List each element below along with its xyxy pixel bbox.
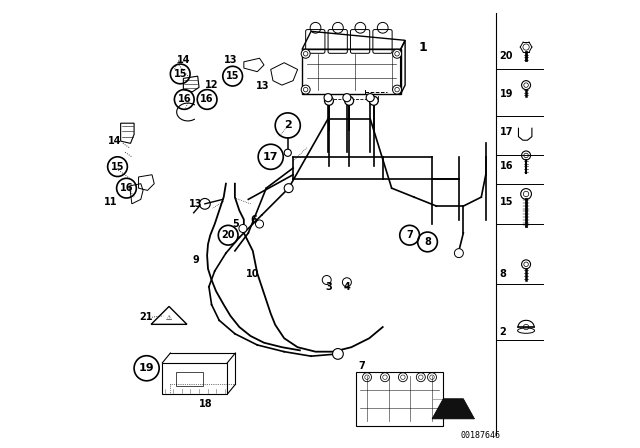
Text: 4: 4 bbox=[344, 282, 350, 292]
Circle shape bbox=[324, 94, 332, 102]
Text: 13: 13 bbox=[257, 81, 270, 91]
Circle shape bbox=[366, 94, 374, 102]
Text: 16: 16 bbox=[120, 183, 133, 193]
Text: 3: 3 bbox=[326, 282, 332, 292]
Bar bbox=[356, 372, 443, 426]
Text: 19: 19 bbox=[500, 89, 513, 99]
Circle shape bbox=[454, 249, 463, 258]
Text: 8: 8 bbox=[424, 237, 431, 247]
Text: 1: 1 bbox=[419, 40, 428, 54]
Circle shape bbox=[200, 198, 210, 209]
Circle shape bbox=[344, 96, 353, 105]
Text: 8: 8 bbox=[500, 269, 506, 279]
Text: 2: 2 bbox=[500, 327, 506, 337]
Text: 13: 13 bbox=[223, 56, 237, 65]
Circle shape bbox=[324, 96, 333, 105]
Circle shape bbox=[239, 224, 247, 233]
Circle shape bbox=[362, 373, 371, 382]
Text: 00187646: 00187646 bbox=[460, 431, 500, 440]
Circle shape bbox=[255, 220, 264, 228]
Text: 14: 14 bbox=[177, 56, 190, 65]
Circle shape bbox=[392, 49, 401, 58]
Circle shape bbox=[380, 373, 390, 382]
Circle shape bbox=[343, 94, 351, 102]
Polygon shape bbox=[432, 399, 474, 419]
Circle shape bbox=[333, 349, 343, 359]
Circle shape bbox=[428, 373, 436, 382]
Bar bbox=[176, 372, 203, 386]
Text: 17: 17 bbox=[500, 127, 513, 137]
Text: 18: 18 bbox=[199, 399, 212, 409]
Circle shape bbox=[301, 49, 310, 58]
Text: 7: 7 bbox=[358, 361, 365, 371]
Text: 13: 13 bbox=[189, 199, 203, 209]
Text: 11: 11 bbox=[104, 197, 117, 207]
Text: 2: 2 bbox=[284, 121, 292, 130]
Text: 16: 16 bbox=[177, 95, 191, 104]
Text: 12: 12 bbox=[205, 80, 218, 90]
Text: 20: 20 bbox=[221, 230, 235, 240]
Text: 6: 6 bbox=[250, 215, 257, 224]
Text: 9: 9 bbox=[192, 255, 199, 265]
Circle shape bbox=[392, 85, 401, 94]
Text: 7: 7 bbox=[406, 230, 413, 240]
Circle shape bbox=[342, 278, 351, 287]
Text: 20: 20 bbox=[500, 51, 513, 61]
Text: 15: 15 bbox=[500, 198, 513, 207]
Text: 21: 21 bbox=[140, 312, 153, 322]
Circle shape bbox=[369, 96, 378, 105]
Text: 14: 14 bbox=[108, 136, 122, 146]
Text: ⚠: ⚠ bbox=[166, 315, 172, 321]
Circle shape bbox=[398, 373, 408, 382]
Text: 15: 15 bbox=[226, 71, 239, 81]
Text: 5: 5 bbox=[232, 219, 239, 229]
Text: 15: 15 bbox=[173, 69, 187, 79]
Circle shape bbox=[301, 85, 310, 94]
Text: 16: 16 bbox=[200, 95, 214, 104]
Text: 16: 16 bbox=[500, 161, 513, 171]
Text: 17: 17 bbox=[263, 152, 278, 162]
Text: 10: 10 bbox=[246, 269, 260, 279]
Circle shape bbox=[322, 276, 332, 284]
Bar bbox=[163, 363, 227, 394]
Text: 15: 15 bbox=[111, 162, 124, 172]
Circle shape bbox=[284, 149, 291, 156]
Text: 19: 19 bbox=[139, 363, 154, 373]
Circle shape bbox=[284, 184, 293, 193]
Circle shape bbox=[416, 373, 425, 382]
